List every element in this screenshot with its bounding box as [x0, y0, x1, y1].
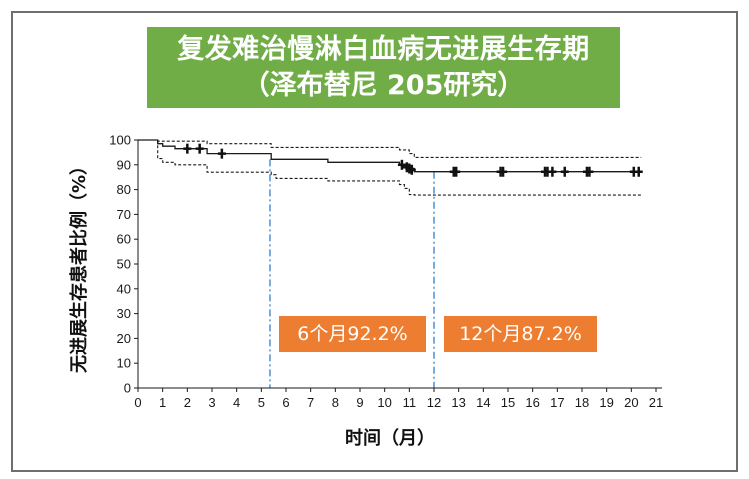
x-tick-label: 20: [624, 395, 638, 410]
y-tick-label: 100: [109, 133, 131, 148]
chart-frame: [11, 11, 738, 472]
x-axis-label: 时间（月）: [345, 428, 435, 449]
y-tick-label: 50: [117, 257, 131, 272]
chart-title-line2: （泽布替尼 205研究）: [242, 70, 525, 101]
x-tick-label: 12: [427, 395, 441, 410]
x-tick-label: 10: [377, 395, 391, 410]
chart-title-banner: 复发难治慢淋白血病无进展生存期 （泽布替尼 205研究）: [147, 27, 620, 108]
y-tick-label: 30: [117, 306, 131, 321]
x-tick-label: 3: [208, 395, 215, 410]
x-tick-label: 21: [649, 395, 663, 410]
x-tick-label: 13: [451, 395, 465, 410]
x-tick-label: 11: [403, 395, 417, 410]
x-tick-label: 7: [307, 395, 314, 410]
x-tick-label: 14: [476, 395, 490, 410]
x-tick-label: 8: [332, 395, 339, 410]
x-tick-label: 18: [575, 395, 589, 410]
y-tick-label: 60: [117, 232, 131, 247]
x-tick-label: 0: [134, 395, 141, 410]
y-axis-label: 无进展生存患者比例（%）: [69, 156, 90, 374]
y-tick-label: 20: [117, 331, 131, 346]
ci-curve: [138, 139, 642, 158]
y-tick-label: 40: [117, 281, 131, 296]
y-tick-label: 70: [117, 207, 131, 222]
x-tick-label: 19: [599, 395, 613, 410]
x-tick-label: 6: [282, 395, 289, 410]
x-tick-label: 4: [233, 395, 240, 410]
x-tick-label: 1: [159, 395, 166, 410]
y-tick-label: 10: [117, 356, 131, 371]
censor-marks: [183, 143, 643, 177]
chart-title-line1: 复发难治慢淋白血病无进展生存期: [177, 34, 590, 65]
x-tick-label: 9: [356, 395, 363, 410]
x-tick-label: 2: [184, 395, 191, 410]
annotation-12-month: 12个月87.2%: [444, 316, 597, 352]
x-tick-label: 16: [525, 395, 539, 410]
ci-curve: [138, 139, 642, 196]
y-tick-label: 0: [124, 381, 131, 396]
reference-lines: [269, 159, 435, 388]
x-tick-label: 17: [550, 395, 564, 410]
y-tick-label: 80: [117, 182, 131, 197]
x-tick-label: 5: [258, 395, 265, 410]
annotation-6-month: 6个月92.2%: [279, 316, 426, 352]
y-tick-label: 90: [117, 157, 131, 172]
x-tick-label: 15: [501, 395, 515, 410]
